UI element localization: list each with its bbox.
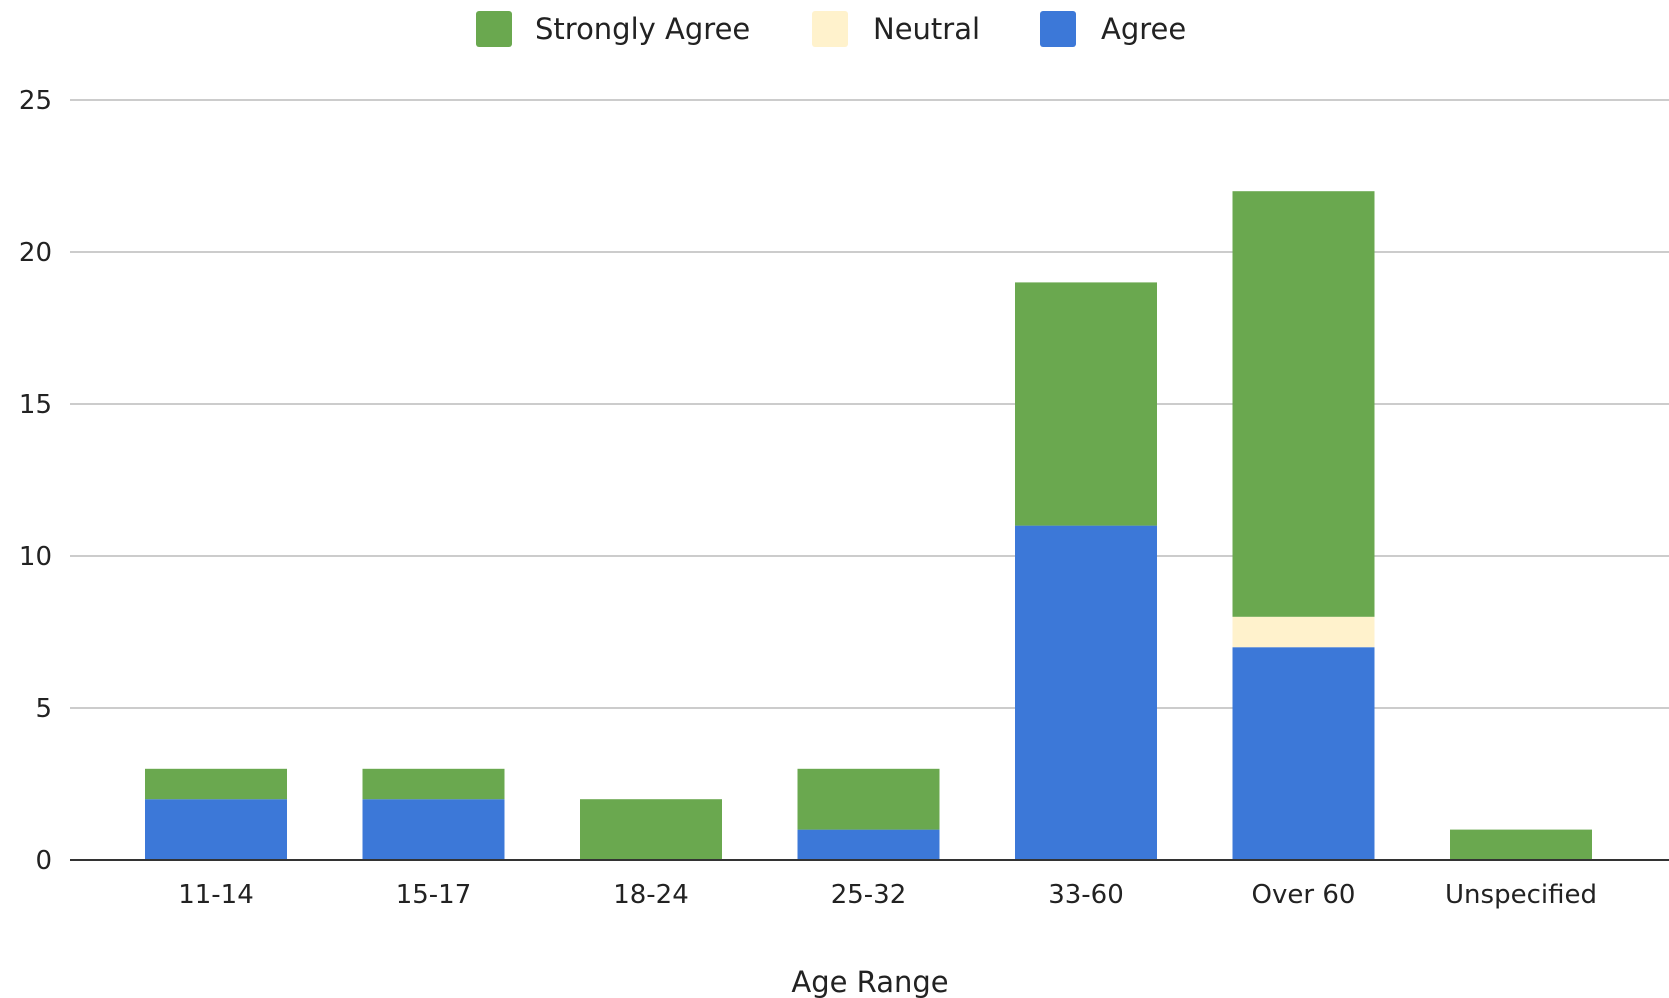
legend-label-strongly-agree: Strongly Agree	[535, 12, 750, 46]
bar-agree-11-14	[145, 799, 287, 860]
legend-swatch-agree	[1040, 11, 1076, 47]
bar-agree-15-17	[362, 799, 505, 860]
x-tick-label: 25-32	[831, 880, 907, 910]
legend-label-agree: Agree	[1101, 12, 1186, 46]
bar-strongly-agree-15-17	[362, 768, 505, 800]
y-tick-label: 10	[19, 542, 52, 572]
bar-strongly-agree-25-32	[797, 768, 940, 830]
legend-swatch-neutral	[812, 11, 848, 47]
legend: Strongly Agree Neutral Agree	[476, 11, 1186, 47]
bar-strongly-agree-18-24	[580, 799, 722, 860]
x-tick-label: 11-14	[178, 880, 254, 910]
y-tick-label: 0	[35, 846, 52, 876]
bar-strongly-agree-33-60	[1015, 282, 1157, 526]
bar-strongly-agree-over-60	[1232, 191, 1375, 617]
x-tick-label: Unspecified	[1445, 880, 1597, 910]
x-axis-ticks: 11-14 15-17 18-24 25-32 33-60 Over 60 Unspecif…	[178, 880, 1597, 910]
bar-neutral-over-60	[1232, 616, 1375, 648]
x-tick-label: Over 60	[1252, 880, 1356, 910]
legend-swatch-strongly-agree	[476, 11, 512, 47]
gridlines	[70, 99, 1669, 709]
legend-label-neutral: Neutral	[873, 12, 980, 46]
x-tick-label: 33-60	[1048, 880, 1124, 910]
bar-agree-33-60	[1015, 525, 1157, 860]
bar-strongly-agree-unspecified	[1450, 829, 1592, 860]
bar-agree-over-60	[1232, 647, 1375, 860]
bar-agree-25-32	[797, 829, 940, 860]
y-tick-label: 5	[35, 694, 52, 724]
x-tick-label: 18-24	[613, 880, 689, 910]
y-tick-label: 15	[19, 390, 52, 420]
y-axis-ticks: 0 5 10 15 20 25	[19, 86, 52, 876]
bar-strongly-agree-11-14	[145, 768, 287, 800]
y-tick-label: 25	[19, 86, 52, 116]
x-axis-title: Age Range	[791, 965, 948, 998]
x-tick-label: 15-17	[396, 880, 472, 910]
y-tick-label: 20	[19, 238, 52, 268]
bars	[145, 191, 1592, 860]
